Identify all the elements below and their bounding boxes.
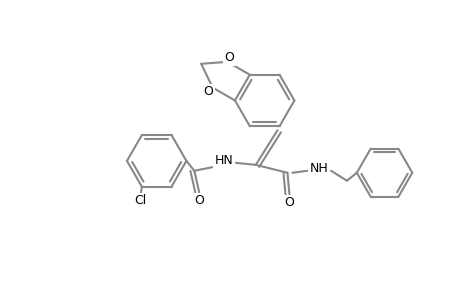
Text: O: O [203,85,213,98]
Text: O: O [284,196,294,209]
Text: O: O [224,51,234,64]
Text: HN: HN [214,154,233,167]
Text: O: O [194,194,204,207]
Text: NH: NH [309,162,328,175]
Text: Cl: Cl [134,194,146,207]
